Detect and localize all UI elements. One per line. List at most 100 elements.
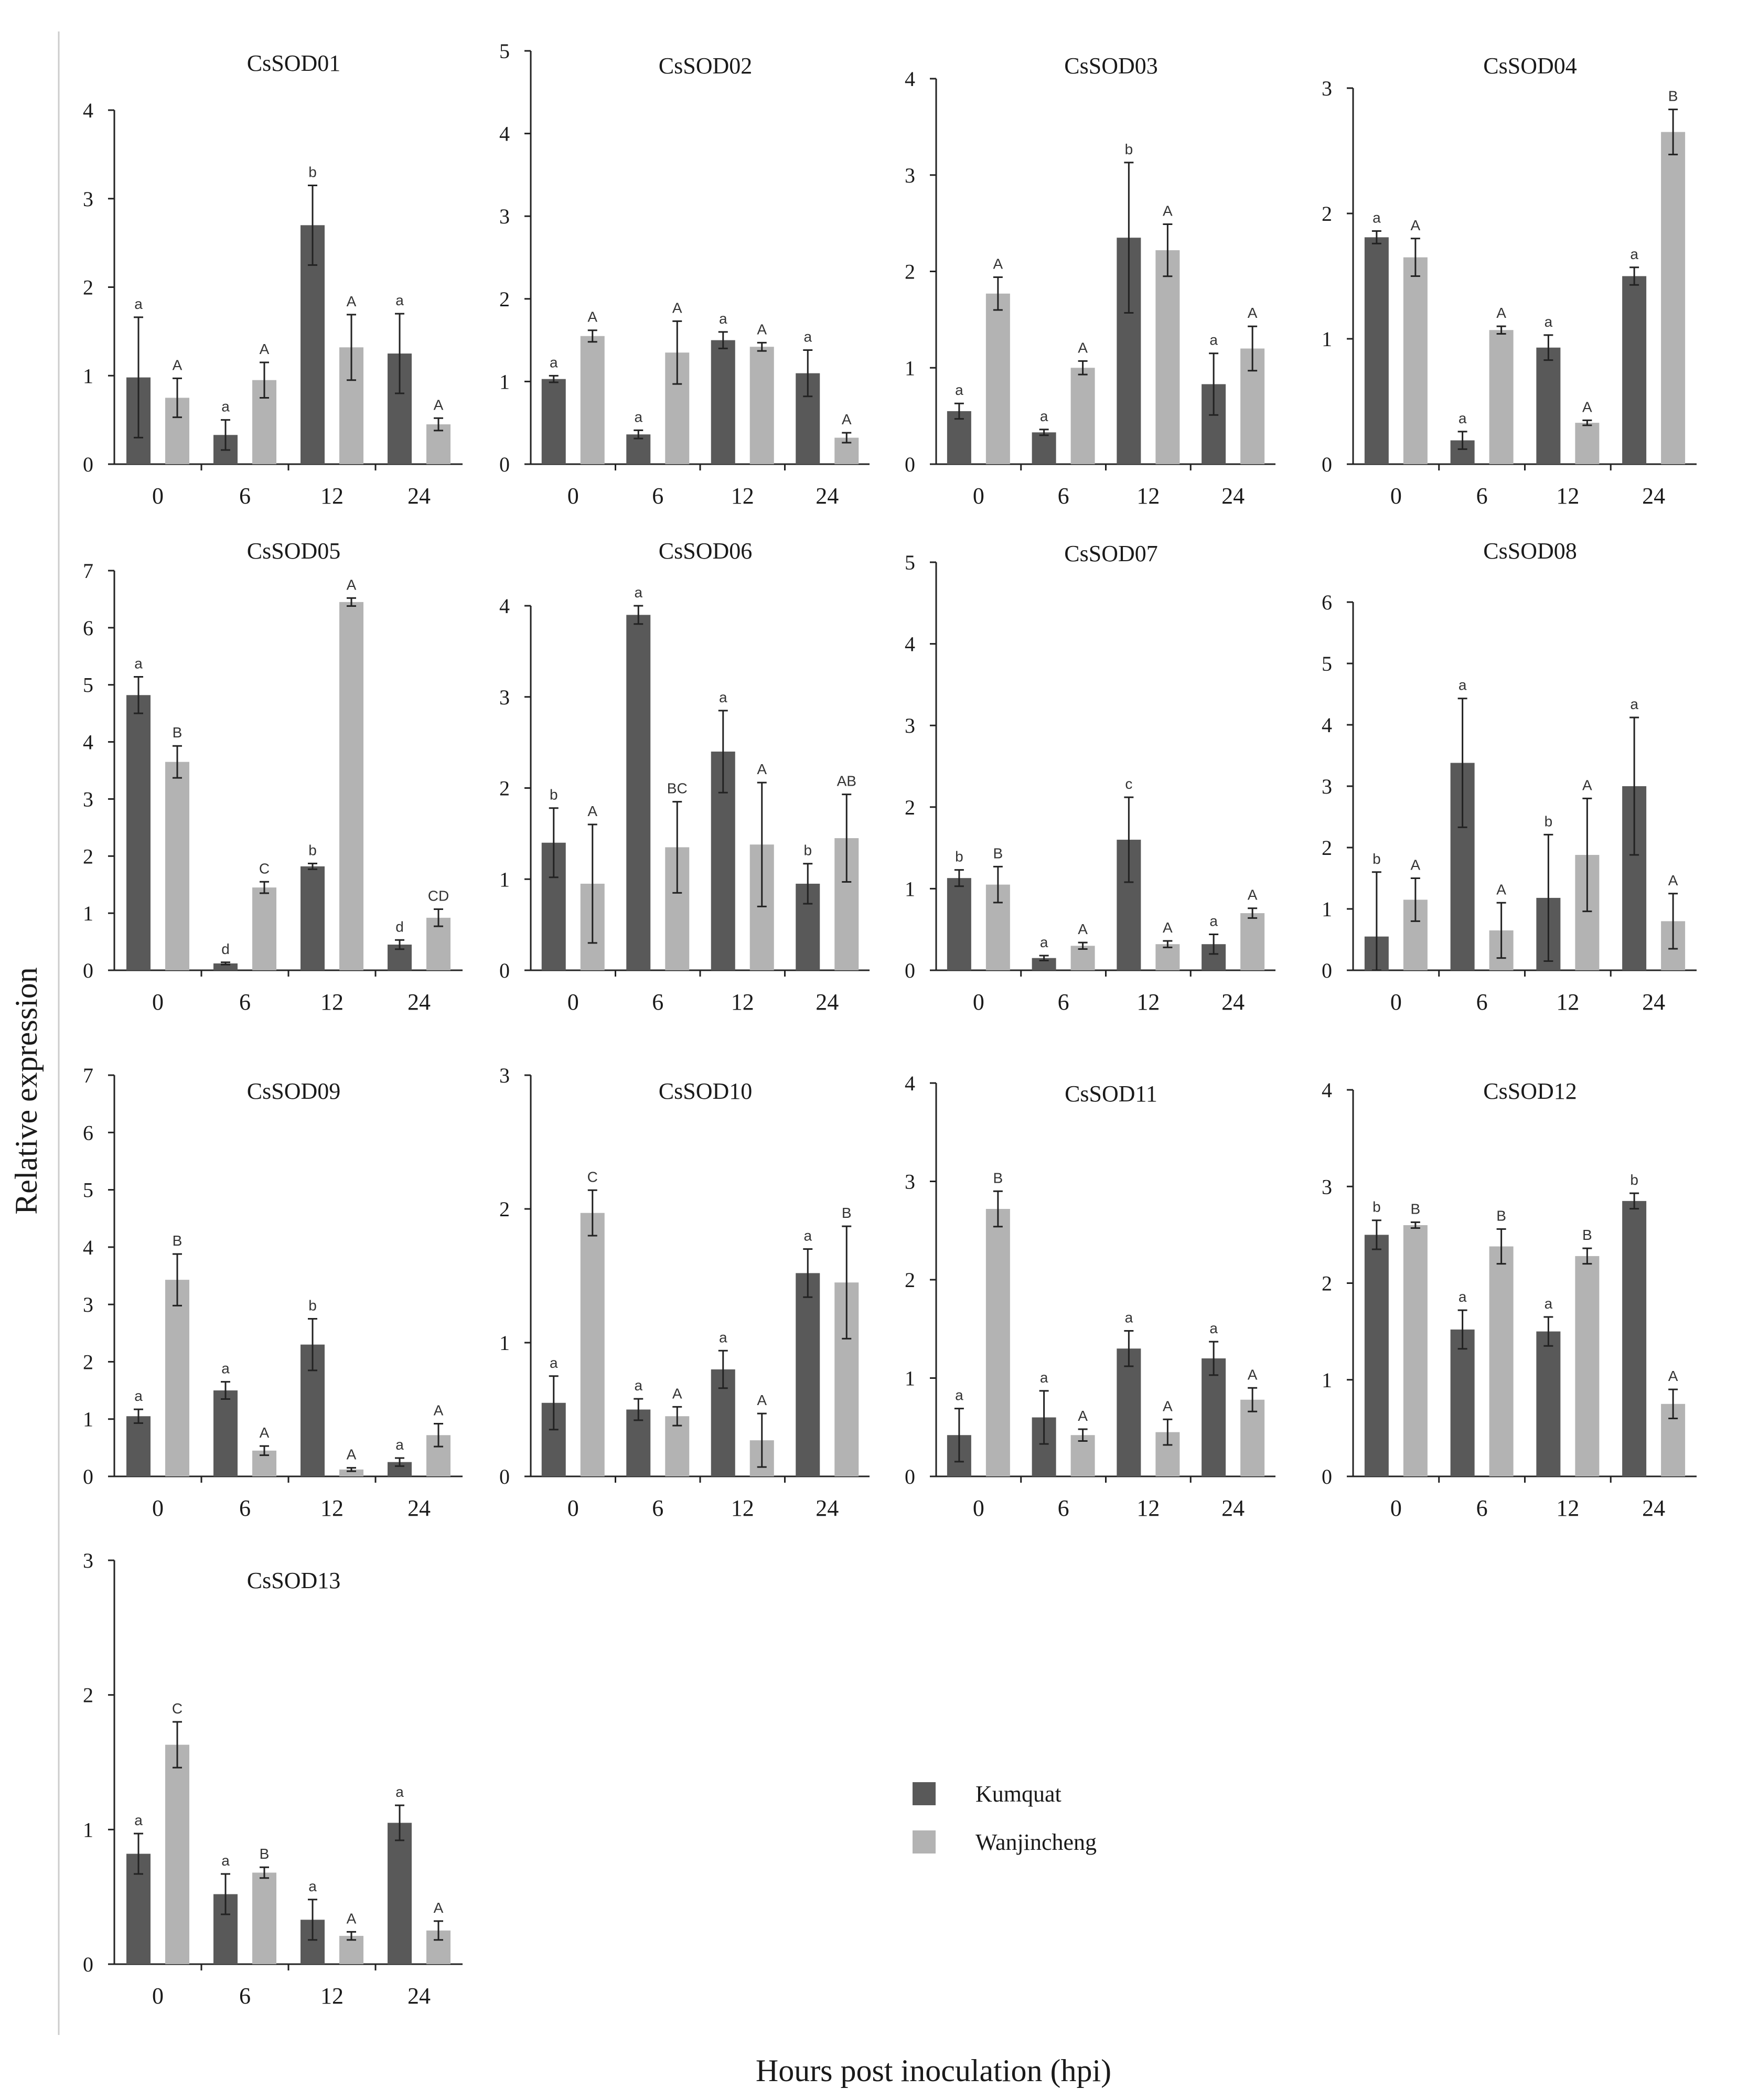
significance-label: BC [667,780,688,797]
bar-wanjincheng-12h [1155,250,1180,464]
bar-wanjincheng-24h [1661,132,1686,464]
significance-label: A [347,293,357,309]
y-tick-label: 2 [905,260,915,284]
significance-label: A [347,576,357,593]
y-axis-label: Relative expression [9,967,44,1215]
panel-title: CsSOD10 [659,1078,753,1104]
bar-kumquat-24h [1202,1358,1226,1476]
y-tick-label: 0 [499,453,510,476]
significance-label: a [308,1878,317,1894]
x-tick-label: 6 [1476,483,1488,509]
significance-label: b [955,849,963,865]
bar-kumquat-0h [947,878,971,970]
significance-label: B [842,1205,852,1221]
y-tick-label: 2 [83,276,93,299]
bar-wanjincheng-24h [1240,1399,1265,1476]
significance-label: A [672,299,682,316]
x-tick-label: 12 [731,989,754,1015]
y-tick-label: 4 [1322,1078,1332,1102]
significance-label: A [1078,921,1088,937]
y-tick-label: 7 [83,559,93,583]
y-tick-label: 4 [83,1236,93,1259]
bar-wanjincheng-12h [1575,1256,1600,1476]
y-tick-label: 3 [83,1549,93,1572]
bar-kumquat-12h [1117,1348,1141,1476]
significance-label: a [634,584,642,601]
bar-kumquat-12h [1536,1331,1561,1476]
significance-label: A [347,1447,357,1463]
bar-wanjincheng-6h [1489,330,1514,464]
x-tick-label: 0 [973,1495,984,1521]
y-tick-label: 2 [83,1350,93,1374]
y-tick-label: 1 [499,1331,510,1355]
y-tick-label: 6 [83,1121,93,1144]
x-tick-label: 24 [1642,483,1665,509]
bar-kumquat-12h [1536,347,1561,464]
x-tick-label: 24 [407,483,431,509]
significance-label: a [1209,1320,1218,1336]
panel-title: CsSOD03 [1064,53,1158,79]
y-tick-label: 1 [905,1367,915,1390]
y-tick-label: 1 [1322,1368,1332,1392]
x-tick-label: 12 [1136,483,1160,509]
y-tick-label: 1 [83,1818,93,1841]
significance-label: a [1125,1310,1133,1326]
x-tick-label: 24 [1642,1495,1665,1521]
y-tick-label: 1 [1322,327,1332,351]
bar-wanjincheng-6h [252,1872,276,1964]
bar-wanjincheng-6h [252,887,276,970]
significance-label: b [308,842,317,858]
x-tick-label: 12 [1556,1495,1579,1521]
significance-label: a [1545,314,1553,330]
panel-title: CsSOD12 [1483,1078,1577,1104]
x-tick-label: 24 [1221,989,1245,1015]
significance-label: b [308,164,317,180]
y-tick-label: 1 [905,877,915,901]
y-tick-label: 2 [1322,1272,1332,1295]
y-tick-label: 0 [499,959,510,982]
significance-label: a [1459,677,1467,693]
legend: Kumquat Wanjincheng [913,1781,1097,1855]
bar-wanjincheng-0h [1403,1225,1428,1476]
x-tick-label: 12 [1136,1495,1160,1521]
significance-label: B [1496,1207,1506,1224]
significance-label: a [1459,410,1467,426]
significance-label: B [260,1846,270,1862]
significance-label: a [134,1388,143,1404]
significance-label: a [1040,1369,1048,1386]
y-tick-label: 4 [499,594,510,618]
significance-label: C [587,1169,598,1185]
significance-label: a [550,1355,558,1371]
y-tick-label: 4 [1322,713,1332,737]
y-tick-label: 3 [1322,77,1332,100]
significance-label: a [1459,1289,1467,1305]
y-tick-label: 1 [499,370,510,393]
panel-title: CsSOD13 [247,1568,341,1593]
significance-label: A [260,341,270,357]
significance-label: a [1630,246,1638,262]
bar-kumquat-6h [1032,432,1056,464]
significance-label: a [634,1377,642,1394]
bar-wanjincheng-0h [580,1213,605,1476]
significance-label: A [757,1392,767,1408]
significance-label: a [1040,934,1048,950]
significance-label: b [308,1297,317,1313]
significance-label: A [1248,305,1258,321]
y-tick-label: 0 [1322,453,1332,476]
legend-label-kumquat: Kumquat [975,1781,1061,1807]
bar-kumquat-6h [626,434,651,464]
significance-label: A [757,761,767,777]
y-tick-label: 6 [83,616,93,640]
significance-label: b [1372,1199,1381,1215]
significance-label: a [1209,913,1218,929]
y-tick-label: 2 [499,287,510,311]
bar-wanjincheng-0h [165,1280,189,1476]
x-tick-label: 12 [320,1983,344,2009]
